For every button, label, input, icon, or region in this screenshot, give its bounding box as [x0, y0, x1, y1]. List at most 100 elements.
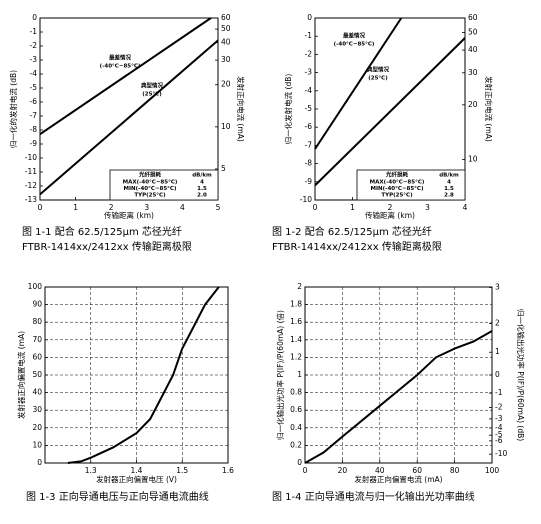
- table-cell: 1.5: [197, 186, 207, 192]
- y2-tick-label: 50: [468, 27, 478, 36]
- y-tick-label: -9: [30, 139, 38, 148]
- y-tick-label: 10: [32, 440, 42, 449]
- y2-tick-label: -3: [495, 414, 503, 423]
- y-tick-label: -7: [305, 140, 313, 149]
- y2-tick-label: 10: [221, 122, 231, 131]
- curve-label: 最差情况: [109, 54, 132, 62]
- y2-tick-label: -5: [495, 430, 503, 439]
- x-tick-label: 1: [73, 203, 78, 212]
- x-tick-label: 80: [450, 466, 460, 475]
- x-tick-label: 5: [216, 203, 221, 212]
- y-tick-label: -3: [305, 68, 313, 77]
- curve-label: 典型情况: [141, 82, 164, 90]
- table-header: 光纤损耗: [138, 171, 162, 179]
- y-tick-label: -2: [30, 41, 38, 50]
- y-tick-label: 100: [28, 282, 43, 291]
- y2-tick-label: 50: [221, 24, 231, 33]
- y-tick-label: 0: [297, 458, 302, 467]
- curve: [314, 17, 403, 150]
- curve: [39, 17, 212, 136]
- y-tick-label: 1.4: [290, 335, 302, 344]
- curve-condition: (25°C): [368, 76, 388, 82]
- caption: FTBR-1414xx/2412xx 传输距离极限: [272, 240, 442, 253]
- y-tick-label: 80: [32, 317, 42, 326]
- caption: 图 1-4 正向导通电流与归一化输出光功率曲线: [272, 490, 475, 503]
- curve: [67, 286, 220, 464]
- y2-tick-label: -10: [495, 449, 507, 458]
- curve-label: 典型情况: [367, 66, 390, 74]
- y-tick-label: 60: [32, 352, 42, 361]
- y-axis-label: 归一化发射电流 (dB): [283, 74, 293, 145]
- table-header: 光纤损耗: [385, 171, 409, 179]
- curve-condition: (-40°C~85°C): [100, 64, 141, 70]
- y2-tick-label: 60: [221, 13, 231, 22]
- y-tick-label: -3: [30, 55, 38, 64]
- x-tick-label: 20: [338, 466, 348, 475]
- y-tick-label: -10: [25, 153, 37, 162]
- y-tick-label: -6: [30, 97, 38, 106]
- y-tick-label: -6: [305, 122, 313, 131]
- x-axis-label: 发射器正向偏置电压 (V): [96, 474, 177, 484]
- loss-table: [109, 169, 219, 201]
- y-tick-label: -12: [25, 181, 37, 190]
- table-cell: 2.0: [197, 193, 207, 199]
- y-tick-label: -10: [300, 195, 312, 204]
- y2-tick-label: 2: [495, 319, 500, 328]
- y-tick-label: -1: [30, 27, 38, 36]
- y2-tick-label: 0: [495, 370, 500, 379]
- y-tick-label: 0: [37, 458, 42, 467]
- y-tick-label: -2: [305, 49, 313, 58]
- y2-tick-label: -2: [495, 402, 503, 411]
- y-tick-label: -13: [25, 195, 37, 204]
- table-cell: MAX(-40°C~85°C): [370, 180, 425, 186]
- y-tick-label: 1: [297, 370, 302, 379]
- caption: 图 1-3 正向导通电压与正向导通电流曲线: [26, 490, 209, 503]
- table-cell: MAX(-40°C~85°C): [123, 180, 178, 186]
- y-axis-label: 归一化的发射电流 (dB): [8, 70, 18, 148]
- table-cell: 1.5: [444, 186, 454, 192]
- x-tick-label: 3: [144, 203, 149, 212]
- table-cell: 2.8: [444, 193, 454, 199]
- y2-tick-label: 60: [468, 13, 478, 22]
- y-tick-label: 0.4: [290, 423, 302, 432]
- table-cell: 4: [200, 180, 204, 186]
- plot-frame: [304, 286, 493, 464]
- curve: [39, 39, 219, 196]
- y2-tick-label: -4: [495, 423, 503, 432]
- x-tick-label: 1.6: [222, 466, 234, 475]
- y2-axis-label: 发射正向电流 (mA): [236, 76, 246, 142]
- y-axis-label: 发射器正向偏置电流 (mA): [16, 331, 26, 419]
- y-tick-label: -4: [305, 86, 313, 95]
- y-tick-label: -9: [305, 177, 313, 186]
- y-tick-label: 1.6: [290, 317, 302, 326]
- x-tick-label: 1.5: [176, 466, 188, 475]
- y2-axis-label: 归一化输出光功率 P(IF)/P(60mA) (dB): [516, 309, 526, 441]
- caption: 图 1-1 配合 62.5/125μm 芯径光纤: [22, 225, 182, 238]
- y2-tick-label: 5: [221, 164, 226, 173]
- y-tick-label: -5: [305, 104, 313, 113]
- y2-tick-label: 30: [468, 68, 478, 77]
- table-header: dB/km: [192, 173, 212, 179]
- x-tick-label: 1: [350, 203, 355, 212]
- y-tick-label: 50: [32, 370, 42, 379]
- curve-label: 最差情况: [343, 32, 366, 40]
- curve: [314, 37, 466, 187]
- y-tick-label: 2: [297, 282, 302, 291]
- y-tick-label: 30: [32, 405, 42, 414]
- caption: 图 1-2 配合 62.5/125μm 芯径光纤: [272, 225, 432, 238]
- y-tick-label: -7: [30, 111, 38, 120]
- x-tick-label: 60: [412, 466, 422, 475]
- x-tick-label: 2: [388, 203, 393, 212]
- y2-tick-label: 40: [468, 45, 478, 54]
- y2-tick-label: 20: [221, 80, 231, 89]
- y2-tick-label: 20: [468, 100, 478, 109]
- table-cell: TYP(25°C): [381, 193, 413, 199]
- curve-condition: (-40°C~85°C): [334, 42, 375, 48]
- y-tick-label: 70: [32, 335, 42, 344]
- y-tick-label: 90: [32, 300, 42, 309]
- x-tick-label: 4: [463, 203, 468, 212]
- x-tick-label: 3: [425, 203, 430, 212]
- y-tick-label: 0: [307, 13, 312, 22]
- y-tick-label: -8: [30, 125, 38, 134]
- x-tick-label: 0: [303, 466, 308, 475]
